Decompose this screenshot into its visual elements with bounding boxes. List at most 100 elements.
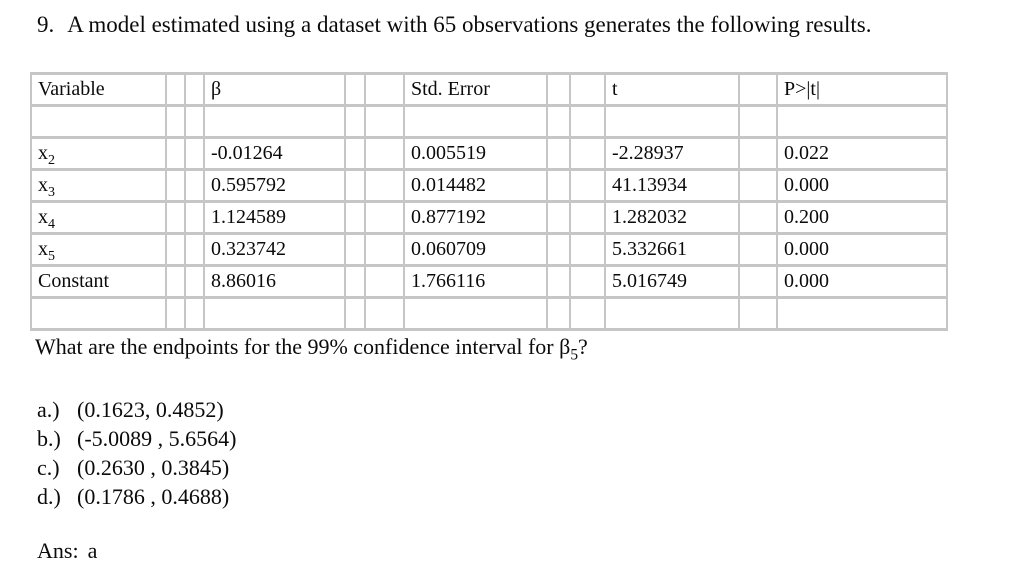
spacer-cell: [184, 200, 205, 235]
spacer-cell: [738, 72, 778, 107]
spacer-cell: [738, 200, 778, 235]
cell-std-error: 1.766116: [403, 264, 548, 299]
spacer-cell: [546, 232, 571, 267]
spacer-cell: [569, 200, 606, 235]
col-header-variable: Variable: [30, 72, 167, 107]
spacer-cell: [364, 232, 405, 267]
spacer-cell: [364, 104, 405, 139]
spacer-cell: [165, 168, 186, 203]
spacer-cell: [364, 72, 405, 107]
spacer-cell: [546, 136, 571, 171]
spacer-cell: [364, 136, 405, 171]
spacer-cell: [165, 104, 186, 139]
cell-p: [776, 296, 948, 331]
option-c: c.) (0.2630 , 0.3845): [37, 453, 236, 482]
spacer-cell: [738, 136, 778, 171]
question-text-before: What are the endpoints for the 99% confi…: [35, 334, 571, 359]
spacer-cell: [364, 168, 405, 203]
cell-p: 0.022: [776, 136, 948, 171]
spacer-cell: [184, 168, 205, 203]
table-row: x4 1.124589 0.877192 1.282032 0.200: [30, 200, 948, 235]
option-b: b.) (-5.0089 , 5.6564): [37, 424, 236, 453]
spacer-cell: [344, 200, 366, 235]
spacer-cell: [165, 232, 186, 267]
cell-variable: x3: [30, 168, 167, 203]
answer-value: a: [87, 538, 98, 563]
cell-p: 0.200: [776, 200, 948, 235]
cell-std-error: 0.877192: [403, 200, 548, 235]
spacer-cell: [364, 200, 405, 235]
option-d-value: (0.1786 , 0.4688): [77, 484, 230, 509]
spacer-cell: [165, 136, 186, 171]
cell-beta: 1.124589: [203, 200, 346, 235]
spacer-cell: [738, 264, 778, 299]
spacer-cell: [546, 264, 571, 299]
spacer-cell: [344, 104, 366, 139]
cell-p: 0.000: [776, 232, 948, 267]
spacer-cell: [569, 232, 606, 267]
spacer-cell: [546, 72, 571, 107]
cell-std-error: 0.014482: [403, 168, 548, 203]
spacer-cell: [344, 296, 366, 331]
spacer-cell: [738, 168, 778, 203]
spacer-cell: [569, 136, 606, 171]
cell-variable: [30, 296, 167, 331]
cell-t: -2.28937: [604, 136, 740, 171]
cell-variable: [30, 104, 167, 139]
spacer-cell: [344, 72, 366, 107]
table-header-row: Variable β Std. Error t P>|t|: [30, 72, 948, 107]
spacer-cell: [165, 72, 186, 107]
cell-p: 0.000: [776, 168, 948, 203]
table-row: x3 0.595792 0.014482 41.13934 0.000: [30, 168, 948, 203]
cell-std-error: [403, 296, 548, 331]
spacer-cell: [165, 264, 186, 299]
spacer-cell: [546, 296, 571, 331]
cell-beta: [203, 104, 346, 139]
cell-p: [776, 104, 948, 139]
table-row: x5 0.323742 0.060709 5.332661 0.000: [30, 232, 948, 267]
cell-std-error: 0.060709: [403, 232, 548, 267]
option-a-label: a.): [37, 397, 60, 422]
col-header-p: P>|t|: [776, 72, 948, 107]
cell-beta: [203, 296, 346, 331]
cell-t: 41.13934: [604, 168, 740, 203]
question-text-after: ?: [578, 334, 588, 359]
table-row: Constant 8.86016 1.766116 5.016749 0.000: [30, 264, 948, 299]
answer-line: Ans: a: [37, 538, 97, 564]
spacer-cell: [546, 200, 571, 235]
option-a: a.) (0.1623, 0.4852): [37, 395, 236, 424]
question-number: 9.: [37, 12, 55, 37]
spacer-cell: [569, 168, 606, 203]
spacer-cell: [569, 264, 606, 299]
spacer-cell: [344, 232, 366, 267]
option-d-label: d.): [37, 484, 61, 509]
empty-row: [30, 296, 948, 331]
cell-beta: 0.595792: [203, 168, 346, 203]
spacer-cell: [364, 296, 405, 331]
results-table: Variable β Std. Error t P>|t| x2 -0.01264…: [30, 72, 948, 331]
question-beta-subscript: 5: [570, 346, 579, 364]
spacer-cell: [546, 104, 571, 139]
spacer-cell: [344, 136, 366, 171]
option-a-value: (0.1623, 0.4852): [77, 397, 224, 422]
options-list: a.) (0.1623, 0.4852) b.) (-5.0089 , 5.6564…: [37, 395, 236, 511]
cell-beta: -0.01264: [203, 136, 346, 171]
spacer-cell: [184, 296, 205, 331]
table-row: x2 -0.01264 0.005519 -2.28937 0.022: [30, 136, 948, 171]
spacer-cell: [569, 296, 606, 331]
spacer-cell: [184, 104, 205, 139]
col-header-beta: β: [203, 72, 346, 107]
spacer-cell: [184, 136, 205, 171]
cell-t: [604, 104, 740, 139]
table-body: x2 -0.01264 0.005519 -2.28937 0.022 x3 0.59579…: [30, 104, 948, 331]
spacer-cell: [364, 264, 405, 299]
cell-p: 0.000: [776, 264, 948, 299]
answer-label: Ans:: [37, 538, 79, 563]
cell-t: 5.016749: [604, 264, 740, 299]
cell-t: 1.282032: [604, 200, 740, 235]
spacer-cell: [738, 296, 778, 331]
spacer-cell: [546, 168, 571, 203]
cell-std-error: [403, 104, 548, 139]
question-title: 9. A model estimated using a dataset with…: [37, 12, 871, 38]
spacer-cell: [165, 296, 186, 331]
